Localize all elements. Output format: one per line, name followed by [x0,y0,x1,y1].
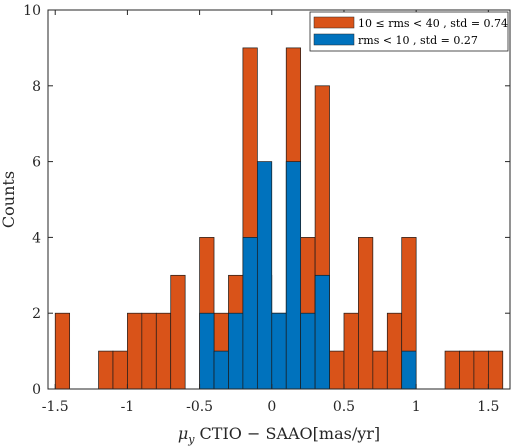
x-axis-label: μy CTIO − SAAO[mas/yr] [178,424,380,446]
y-axis-label: Counts [0,171,18,228]
bar-series0-bin22 [372,350,388,390]
bar-series1-bin12 [228,312,244,390]
legend: 10 ≤ rms < 40 , std = 0.74 rms < 10 , st… [309,11,509,52]
bar-series0-bin23 [386,312,403,390]
bar-series0-bin28 [459,350,475,390]
legend-swatch-blue [313,33,355,46]
y-tick-label: 10 [23,3,41,19]
bar-series0-bin4 [112,350,128,390]
bar-series0-bin8 [170,274,186,390]
x-tick-label: -0.5 [186,399,213,415]
legend-entry-blue: rms < 10 , std = 0.27 [358,34,478,47]
legend-swatch-orange [313,16,355,29]
bar-series0-bin0 [54,312,71,390]
bar-series0-bin27 [444,350,460,390]
bar-series0-bin3 [98,350,114,390]
tick-labels: -1.5 -1 -0.5 0 0.5 1 1.5 0 2 4 6 8 10 [23,3,499,415]
legend-entry-orange: 10 ≤ rms < 40 , std = 0.74 [358,17,508,30]
bar-series0-bin20 [343,312,359,390]
bar-series1-bin10 [199,312,215,390]
bar-series0-bin5 [127,312,143,390]
bar-series0-bin6 [141,312,157,390]
bar-series0-bin7 [155,312,172,390]
x-tick-label: -1.5 [42,399,69,415]
bar-series1-bin11 [213,350,229,390]
y-tick-label: 8 [32,79,41,95]
x-tick-label: 1.5 [477,399,499,415]
bar-series0-bin19 [329,350,345,390]
bar-series1-bin24 [401,350,417,390]
x-tick-label: -1 [121,399,135,415]
bar-series0-bin30 [487,350,504,390]
x-tick-label: 0.5 [333,399,355,415]
y-tick-label: 0 [32,382,41,398]
bar-series1-bin14 [256,161,273,390]
y-tick-label: 2 [32,306,41,322]
bar-series1-bin13 [242,237,258,390]
bar-series1-bin15 [271,312,287,390]
x-tick-label: 1 [412,399,421,415]
x-tick-label: 0 [267,399,276,415]
bar-series1-bin18 [314,274,330,390]
bar-series0-bin29 [473,350,489,390]
bar-series1-bin16 [285,161,302,390]
axes-box [47,9,511,390]
y-tick-label: 4 [32,230,41,246]
bars-layer [54,47,504,390]
bar-series0-bin21 [358,237,374,390]
bar-series1-bin17 [300,312,316,390]
y-tick-label: 6 [32,155,41,171]
